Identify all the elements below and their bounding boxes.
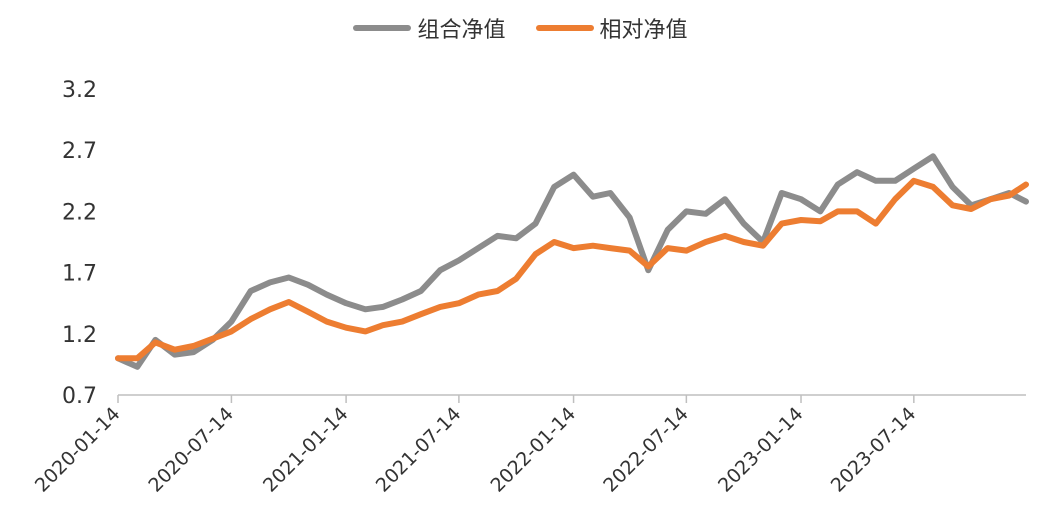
x-tick-label: 2020-01-14 [31,403,125,497]
x-tick-label: 2021-01-14 [259,403,353,497]
chart-legend: 组合净值 相对净值 [0,12,1041,44]
x-tick-label: 2023-01-14 [714,403,808,497]
y-tick-label: 1.2 [62,323,97,348]
y-tick-label: 3.2 [62,78,97,103]
y-tick-label: 1.7 [62,262,97,287]
legend-item-relative: 相对净值 [535,12,688,44]
y-tick-label: 2.7 [62,139,97,164]
x-tick-label: 2023-07-14 [827,403,921,497]
x-tick-label: 2021-07-14 [372,403,466,497]
x-tick-label: 2020-07-14 [144,403,238,497]
legend-swatch-relative [535,25,594,31]
x-tick-label: 2022-01-14 [486,403,580,497]
y-tick-label: 2.2 [62,200,97,225]
legend-label-relative: 相对净值 [599,18,688,43]
series-line-relative [115,177,1029,362]
y-tick-label: 0.7 [62,384,97,409]
legend-swatch-portfolio [353,25,412,31]
legend-item-portfolio: 组合净值 [353,12,506,44]
x-tick-label: 2022-07-14 [599,403,693,497]
series-line-portfolio [115,153,1029,370]
legend-label-portfolio: 组合净值 [417,18,506,43]
